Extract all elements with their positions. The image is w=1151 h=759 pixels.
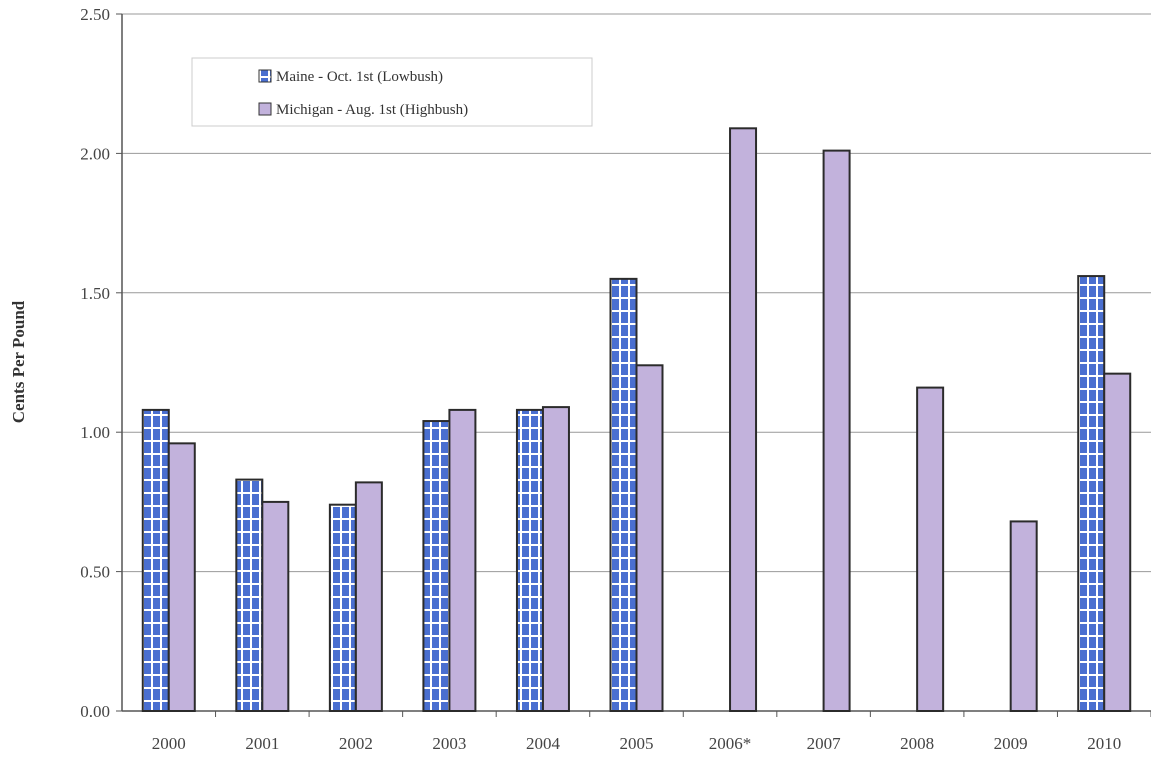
bar-michigan	[1011, 521, 1037, 711]
bar-maine	[1078, 276, 1104, 711]
y-tick-label: 2.00	[80, 144, 110, 163]
x-tick-label: 2009	[994, 734, 1028, 753]
x-tick-label: 2005	[620, 734, 654, 753]
bar-michigan	[449, 410, 475, 711]
y-tick-label: 0.50	[80, 563, 110, 582]
bar-maine	[423, 421, 449, 711]
bar-maine	[330, 505, 356, 711]
x-tick-label: 2002	[339, 734, 373, 753]
x-tick-label: 2010	[1087, 734, 1121, 753]
bars	[143, 128, 1130, 711]
y-tick-label: 2.50	[80, 5, 110, 24]
bar-michigan	[917, 388, 943, 711]
x-tick-label: 2007	[807, 734, 842, 753]
x-tick-label: 2008	[900, 734, 934, 753]
bar-maine	[143, 410, 169, 711]
x-tick-label: 2003	[432, 734, 466, 753]
x-tick-label: 2006*	[709, 734, 752, 753]
x-tick-labels: 2000 2001 2002 2003 2004 2005 2006* 2007 2008 200…	[152, 711, 1151, 753]
bar-michigan	[356, 482, 382, 711]
legend: Maine - Oct. 1st (Lowbush) Michigan - Au…	[192, 58, 592, 126]
bar-maine	[611, 279, 637, 711]
bar-maine	[236, 480, 262, 711]
bar-michigan	[1104, 374, 1130, 711]
x-tick-label: 2004	[526, 734, 561, 753]
legend-label-michigan: Michigan - Aug. 1st (Highbush)	[276, 102, 468, 118]
y-tick-label: 1.00	[80, 423, 110, 442]
legend-swatch-michigan	[259, 103, 271, 115]
legend-swatch-maine	[259, 70, 271, 82]
bar-michigan	[637, 365, 663, 711]
y-tick-label: 1.50	[80, 284, 110, 303]
bar-maine	[517, 410, 543, 711]
bar-michigan	[262, 502, 288, 711]
bar-michigan	[543, 407, 569, 711]
bar-michigan	[730, 128, 756, 711]
x-tick-label: 2000	[152, 734, 186, 753]
x-tick-label: 2001	[245, 734, 279, 753]
y-tick-label: 0.00	[80, 702, 110, 721]
y-tick-labels: 0.00 0.50 1.00 1.50 2.00 2.50	[80, 5, 122, 721]
y-axis-title: Cents Per Pound	[9, 300, 28, 423]
bar-michigan	[824, 151, 850, 711]
legend-label-maine: Maine - Oct. 1st (Lowbush)	[276, 69, 443, 85]
bar-michigan	[169, 443, 195, 711]
